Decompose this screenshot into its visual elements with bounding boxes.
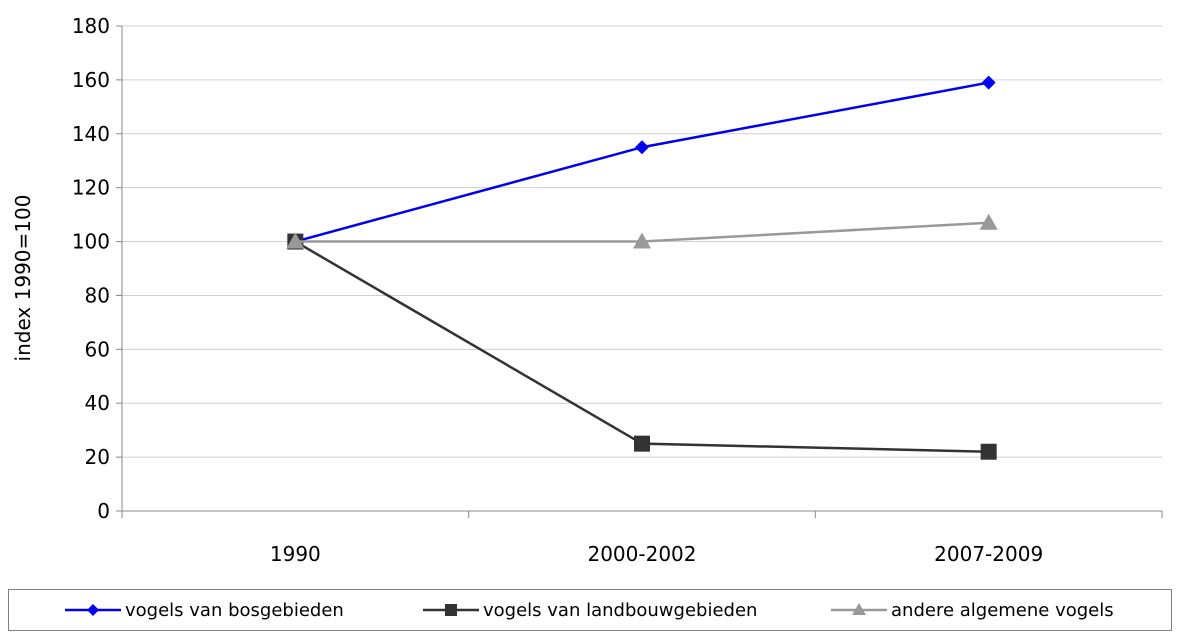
y-tick-label: 0 bbox=[97, 499, 110, 523]
series-1 bbox=[287, 233, 997, 460]
y-tick-label: 20 bbox=[85, 445, 110, 469]
legend-item-landbouwgebieden: vogels van landbouwgebieden bbox=[423, 590, 757, 630]
y-tick-label: 120 bbox=[72, 176, 110, 200]
square-marker-icon bbox=[423, 604, 479, 616]
data-point-square bbox=[980, 443, 997, 460]
y-tick-label: 60 bbox=[85, 337, 110, 361]
x-tick-label: 2007-2009 bbox=[934, 542, 1043, 566]
data-point-triangle bbox=[633, 232, 651, 249]
series-0 bbox=[288, 75, 996, 249]
axes bbox=[116, 25, 1163, 518]
y-tick-label: 40 bbox=[85, 391, 110, 415]
legend: vogels van bosgebieden vogels van landbo… bbox=[8, 589, 1172, 631]
data-point-square bbox=[634, 435, 650, 452]
series-2 bbox=[286, 213, 998, 249]
data-point-triangle bbox=[979, 213, 998, 230]
series-line bbox=[294, 240, 989, 453]
y-axis-title: index 1990=100 bbox=[11, 195, 35, 362]
series-layer bbox=[286, 75, 998, 460]
series-line bbox=[295, 81, 989, 243]
y-tick-label: 140 bbox=[72, 122, 110, 146]
line-chart: 0 20 40 60 80 100 120 140 160 180 1990 2000-2002 20… bbox=[11, 14, 1163, 566]
y-tick-label: 180 bbox=[72, 14, 110, 38]
legend-item-andere: andere algemene vogels bbox=[831, 590, 1114, 630]
y-tick-labels: 0 20 40 60 80 100 120 140 160 180 bbox=[72, 14, 110, 523]
y-tick-label: 160 bbox=[72, 68, 110, 92]
x-tick-label: 1990 bbox=[270, 542, 321, 566]
legend-label: vogels van landbouwgebieden bbox=[483, 599, 758, 621]
x-tick-labels: 1990 2000-2002 2007-2009 bbox=[270, 542, 1043, 566]
x-tick-label: 2000-2002 bbox=[587, 542, 696, 566]
y-tick-label: 80 bbox=[85, 283, 110, 307]
data-point-triangle bbox=[286, 232, 305, 249]
data-point-diamond bbox=[635, 140, 649, 155]
y-tick-label: 100 bbox=[72, 230, 110, 254]
diamond-marker-icon bbox=[65, 604, 121, 616]
data-point-diamond bbox=[981, 75, 996, 90]
triangle-marker-icon bbox=[831, 603, 887, 615]
legend-label: vogels van bosgebieden bbox=[125, 599, 344, 621]
legend-item-bosgebieden: vogels van bosgebieden bbox=[65, 590, 344, 630]
legend-label: andere algemene vogels bbox=[891, 599, 1114, 621]
